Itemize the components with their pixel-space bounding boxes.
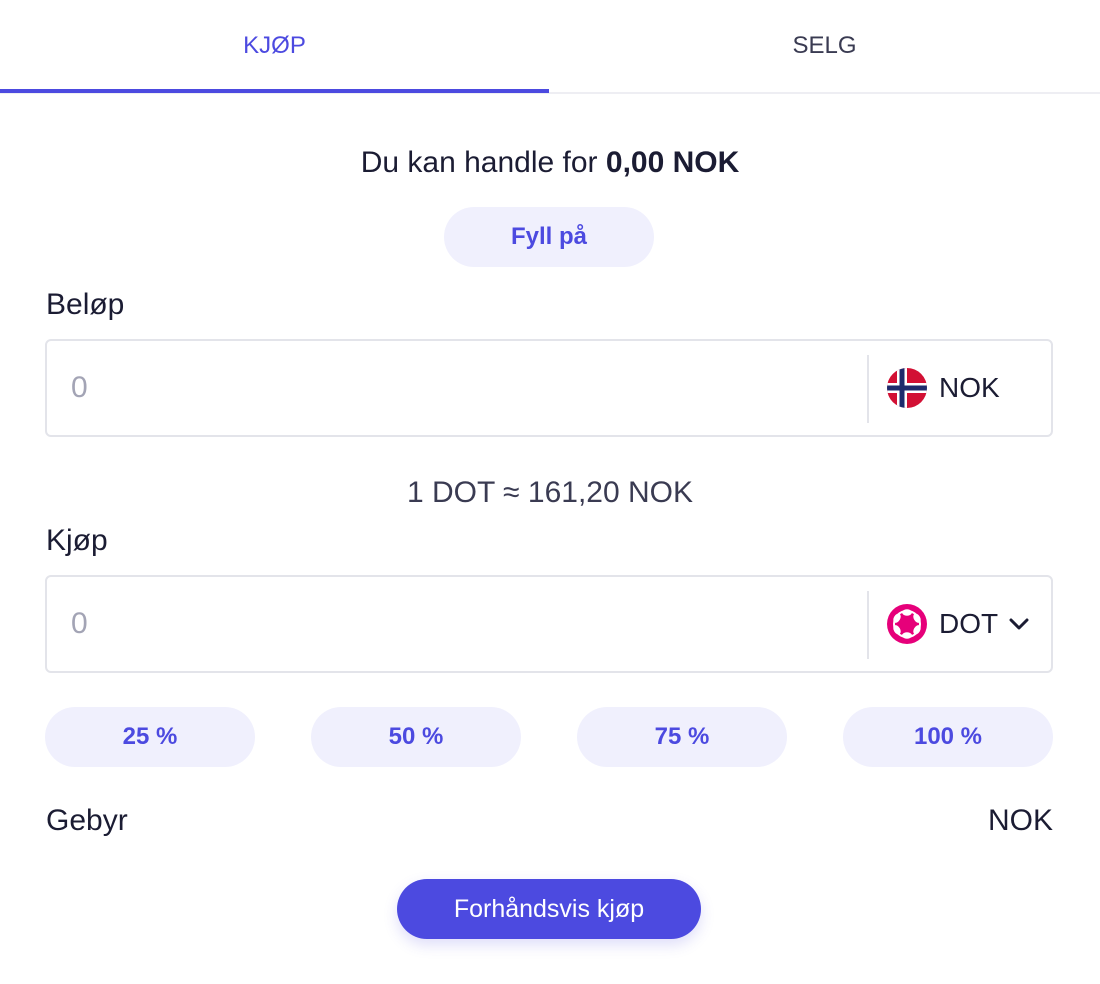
available-balance: Du kan handle for 0,00 NOK bbox=[0, 146, 1100, 180]
amount-field: NOK bbox=[45, 339, 1053, 437]
percent-25-button[interactable]: 25 % bbox=[45, 707, 255, 767]
crypto-select-label: DOT bbox=[939, 608, 999, 639]
buy-field: DOT bbox=[45, 575, 1053, 673]
active-tab-indicator bbox=[0, 89, 549, 93]
percent-75-button[interactable]: 75 % bbox=[577, 707, 787, 767]
amount-currency: NOK bbox=[887, 341, 1000, 435]
crypto-select[interactable]: DOT bbox=[887, 577, 1042, 671]
buy-amount-input[interactable] bbox=[71, 577, 851, 671]
fee-label: Gebyr bbox=[46, 804, 128, 837]
buy-label: Kjøp bbox=[46, 524, 108, 557]
amount-label: Beløp bbox=[46, 288, 125, 321]
percent-100-button[interactable]: 100 % bbox=[843, 707, 1053, 767]
balance-amount: 0,00 NOK bbox=[605, 146, 740, 179]
percent-50-button[interactable]: 50 % bbox=[311, 707, 521, 767]
amount-currency-label: NOK bbox=[939, 372, 1000, 403]
tab-buy[interactable]: KJØP bbox=[243, 32, 306, 59]
exchange-rate: 1 DOT ≈ 161,20 NOK bbox=[406, 476, 694, 509]
preview-buy-button[interactable]: Forhåndsvis kjøp bbox=[397, 879, 701, 939]
chevron-down-icon bbox=[1009, 618, 1029, 630]
balance-prefix: Du kan handle for bbox=[360, 146, 598, 179]
norway-flag-icon bbox=[887, 368, 927, 408]
top-up-button[interactable]: Fyll på bbox=[444, 207, 654, 267]
amount-input[interactable] bbox=[71, 341, 851, 435]
trade-tabs: KJØP SELG bbox=[0, 0, 1100, 94]
tab-sell[interactable]: SELG bbox=[792, 32, 857, 59]
field-divider bbox=[867, 591, 869, 659]
field-divider bbox=[867, 355, 869, 423]
polkadot-icon bbox=[887, 604, 927, 644]
fee-value: NOK bbox=[987, 804, 1053, 837]
